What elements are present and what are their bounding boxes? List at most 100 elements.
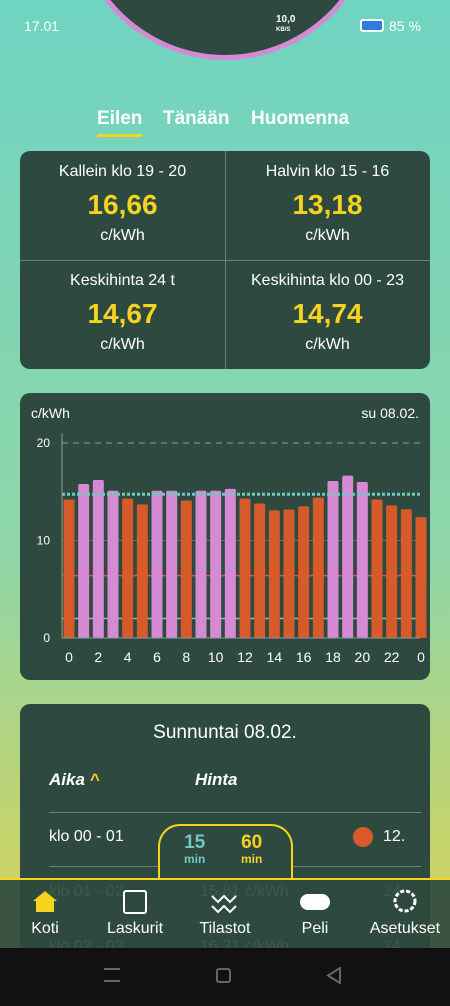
bar (283, 509, 295, 638)
bar (298, 506, 310, 638)
cell-unit: c/kWh (305, 227, 350, 244)
header: Aika (49, 770, 85, 789)
bar (166, 490, 178, 638)
back-button[interactable] (326, 967, 342, 984)
x-tick-label: 4 (124, 649, 132, 665)
nav-item[interactable]: Asetukset (369, 920, 441, 937)
cell-value: 14,67 (87, 298, 158, 329)
cell-value: 13,18 (292, 189, 363, 220)
bar (327, 481, 339, 638)
cell-label: Keskihinta klo 00 - 23 (251, 272, 404, 289)
cell-value: 14,74 (292, 298, 363, 329)
cell-value: 16,66 (87, 189, 158, 220)
cell-label: Kallein klo 19 - 20 (58, 163, 187, 180)
nav-item[interactable]: Koti (31, 920, 59, 937)
bar (136, 504, 148, 638)
bar (371, 499, 383, 638)
nav-item[interactable]: Laskurit (106, 920, 164, 937)
stats-icon (211, 894, 237, 914)
rule (49, 812, 421, 813)
x-tick-label: 6 (153, 649, 161, 665)
bar (210, 490, 222, 638)
price-cell: Keskihinta klo 00 - 23 14,74 c/kWh (225, 260, 430, 369)
tab[interactable]: Tänään (163, 108, 230, 129)
date: su 08.02. (361, 405, 419, 421)
calc-icon (123, 890, 147, 914)
bottom-nav: Koti Laskurit Tilastot Peli Asetukset (0, 878, 450, 948)
bar (195, 490, 207, 638)
row-rank: 12. (383, 828, 406, 845)
bar (342, 475, 354, 638)
home-button[interactable] (216, 968, 231, 983)
nav-item[interactable]: Peli (301, 920, 329, 937)
cell-label: Halvin klo 15 - 16 (265, 163, 390, 180)
header-aika[interactable]: Aika ^ (49, 770, 100, 790)
chart-card: c/kWh su 08.02. 0 10 20 0 2 4 6 8 10 12 14 16 18 20 22… (20, 393, 430, 680)
sort-icon: ^ (89, 770, 100, 789)
price-cell: Kallein klo 19 - 20 16,66 c/kWh (20, 151, 225, 260)
bar (151, 490, 163, 638)
status-time: 17.01 (24, 18, 60, 34)
cell-unit: c/kWh (100, 227, 145, 244)
y-label: c/kWh (31, 405, 70, 421)
bar (224, 488, 236, 638)
x-tick-label: 10 (208, 649, 224, 665)
home-icon (33, 891, 57, 912)
bar (268, 510, 280, 638)
system-bar (0, 948, 450, 1006)
tab[interactable]: Eilen (97, 108, 143, 137)
bar (254, 503, 266, 638)
bar (78, 483, 90, 638)
speed-unit: KB/S (276, 27, 291, 33)
row-dot (353, 827, 373, 847)
bar (386, 505, 398, 638)
bar (180, 500, 192, 638)
divider (20, 260, 430, 261)
x-tick-label: 8 (182, 649, 190, 665)
tab[interactable]: Huomenna (251, 108, 350, 129)
x-tick-label: 2 (94, 649, 102, 665)
x-tick-label: 16 (296, 649, 312, 665)
interval-toggle[interactable]: 15 min 60 min (158, 824, 293, 880)
status-battery: 85 % (389, 18, 421, 34)
y-tick-label: 0 (43, 631, 50, 645)
top-arc (70, 0, 380, 60)
menu-button[interactable] (104, 968, 120, 982)
nav-icons (33, 889, 417, 914)
cell-label: Keskihinta 24 t (70, 272, 175, 289)
bar (356, 482, 368, 638)
x-tick-label: 0 (65, 649, 73, 665)
settings-icon (393, 889, 417, 913)
y-tick-label: 20 (37, 436, 51, 450)
x-tick-label: 22 (384, 649, 400, 665)
num: 15 (184, 832, 206, 853)
speed: 10,0 (276, 14, 296, 25)
bar (92, 480, 104, 638)
row-time: klo 00 - 01 (49, 828, 124, 845)
unit: min (184, 852, 206, 866)
x-tick-label: 14 (267, 649, 283, 665)
chart: c/kWh su 08.02. 0 10 20 0 2 4 6 8 10 12 14 16 18 20 22… (31, 405, 427, 665)
x-tick-label: 12 (237, 649, 253, 665)
bar (122, 498, 134, 638)
bar (400, 509, 412, 638)
battery-icon (360, 19, 384, 32)
toggle-15[interactable]: 15 min (184, 832, 206, 868)
unit: min (241, 852, 263, 866)
cell-unit: c/kWh (305, 336, 350, 353)
toggle-60[interactable]: 60 min (241, 832, 263, 868)
table-title: Sunnuntai 08.02. (153, 722, 297, 743)
status-speed: 10,0 KB/S (276, 15, 295, 35)
price-cards: Kallein klo 19 - 20 16,66 c/kWh Halvin klo … (20, 151, 430, 369)
x-tick-label: 18 (325, 649, 341, 665)
price-cell: Halvin klo 15 - 16 13,18 c/kWh (225, 151, 430, 260)
game-icon (300, 894, 330, 910)
bar (239, 498, 251, 638)
x-tick-label: 0 (417, 649, 425, 665)
header: Hinta (195, 770, 238, 789)
num: 60 (241, 832, 263, 853)
cell-unit: c/kWh (100, 336, 145, 353)
nav-item[interactable]: Tilastot (199, 920, 251, 937)
bar (107, 490, 119, 638)
